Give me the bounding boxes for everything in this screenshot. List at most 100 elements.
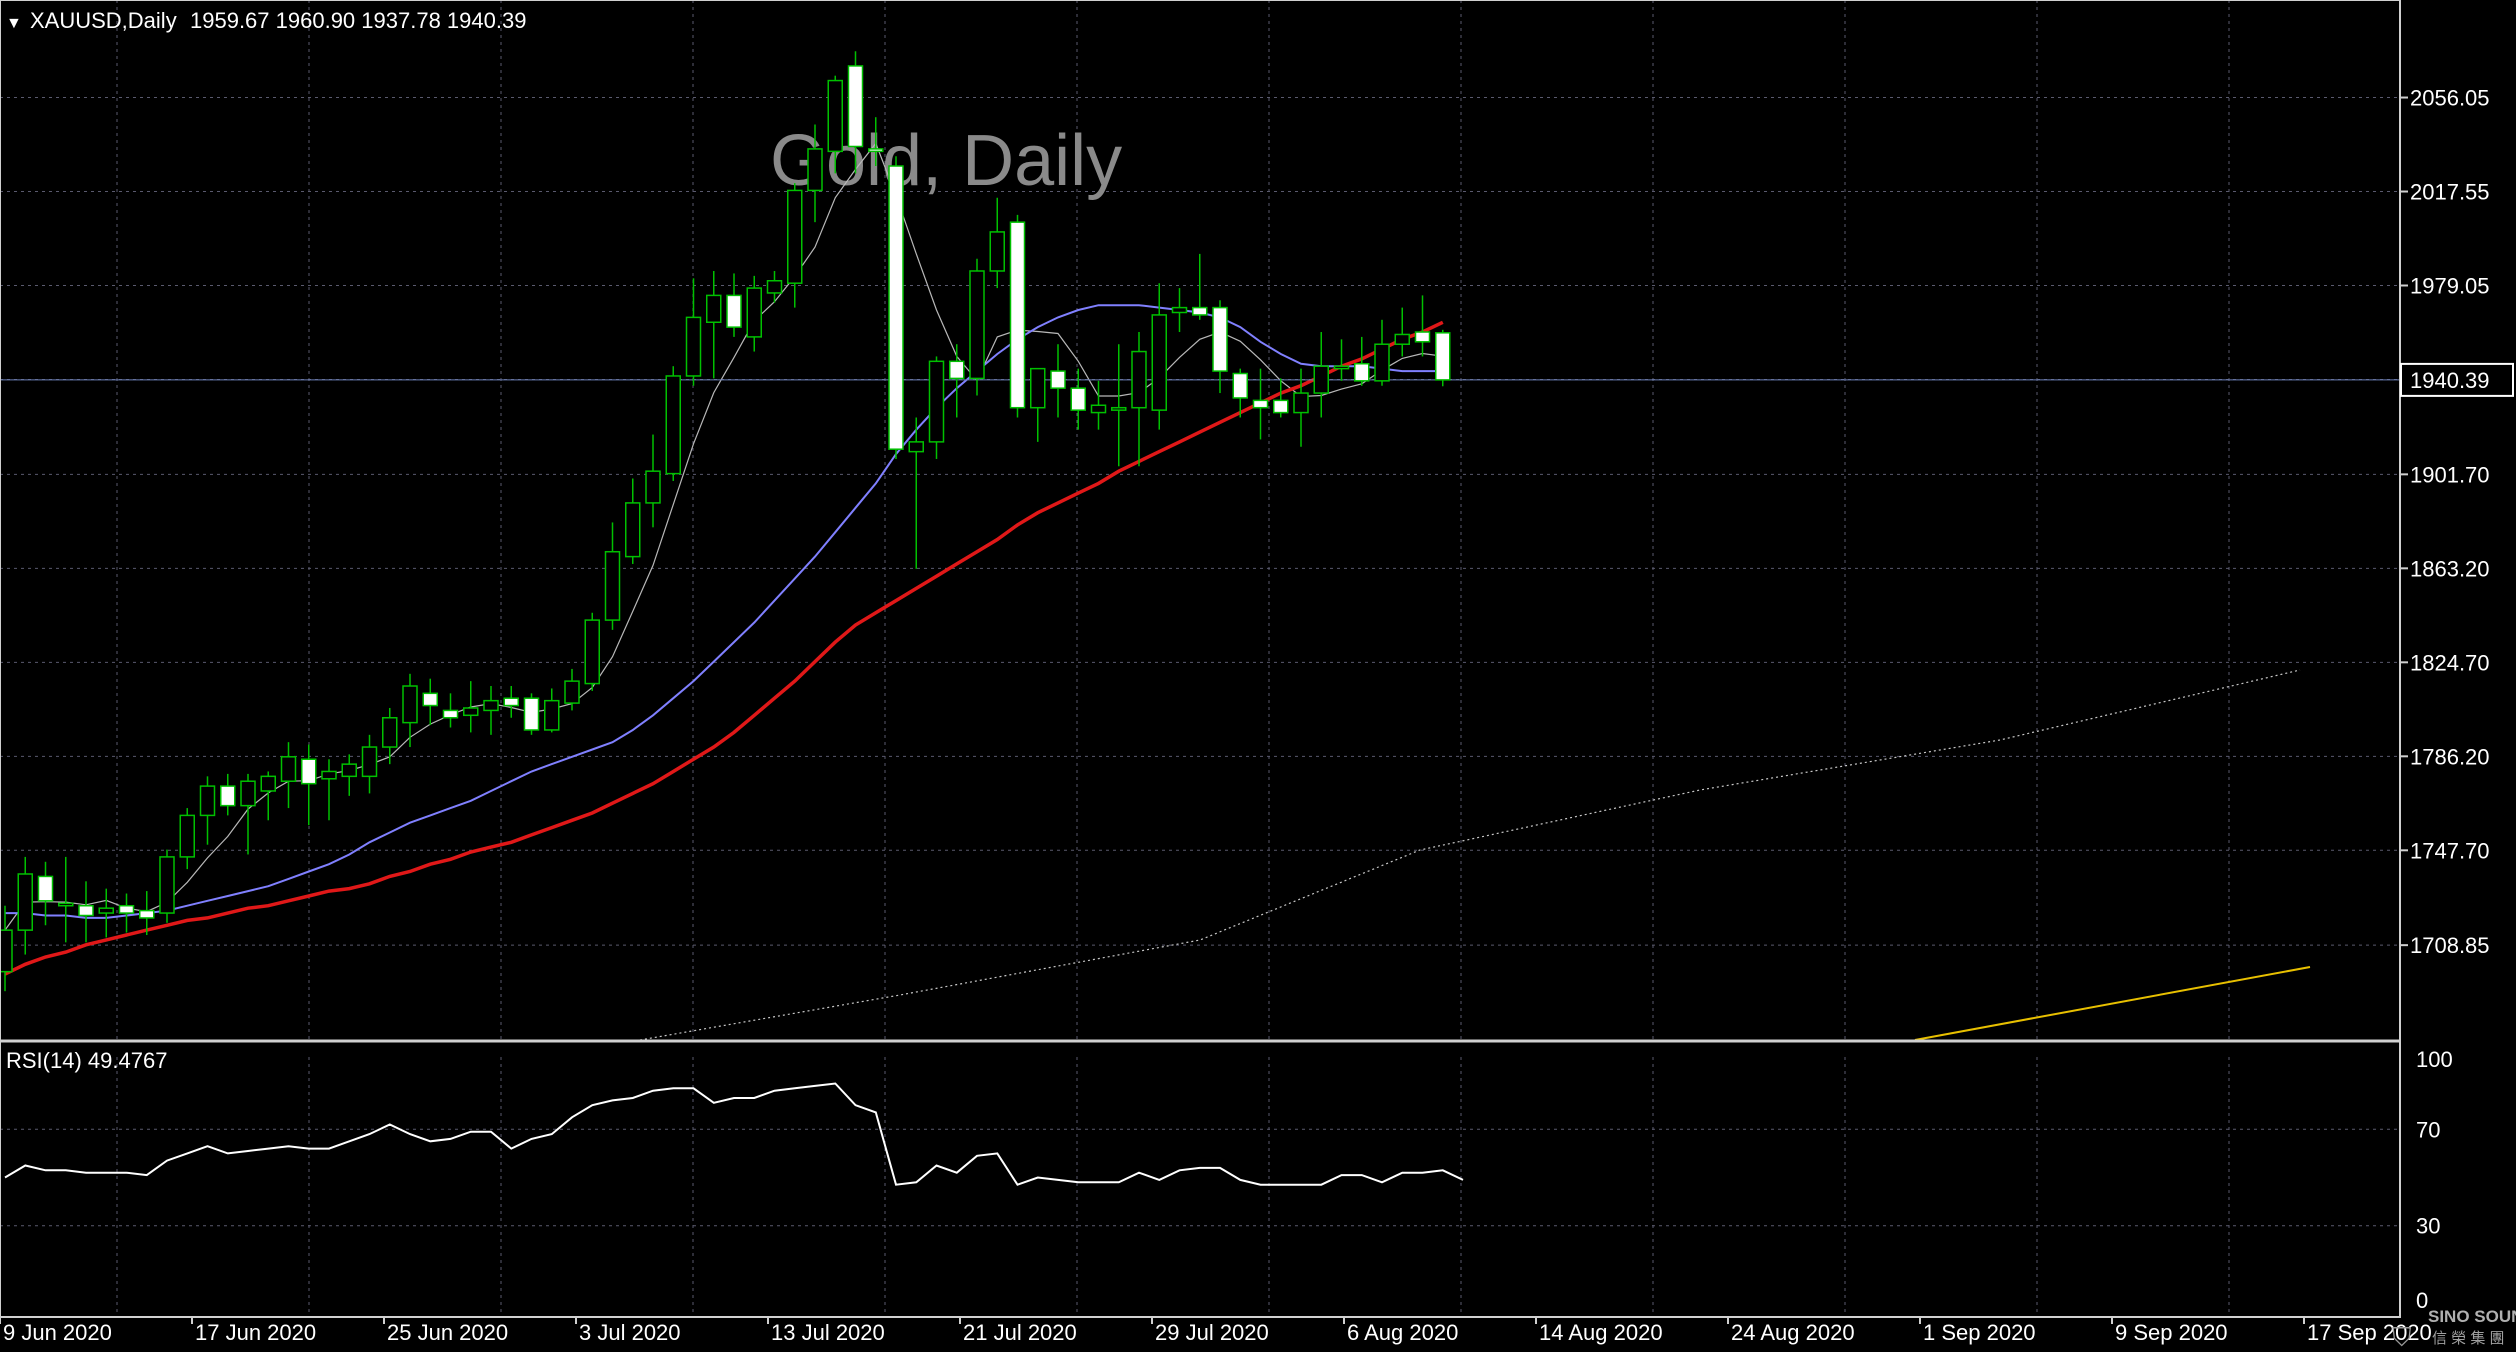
candle	[98, 888, 114, 938]
candle	[645, 434, 661, 528]
price-tick-label: 1979.05	[2410, 274, 2490, 299]
symbol-label: XAUUSD,Daily	[30, 8, 177, 33]
candle	[584, 612, 600, 691]
date-tick-label: 21 Jul 2020	[963, 1320, 1077, 1345]
candle	[503, 686, 519, 718]
candle	[341, 754, 357, 796]
candle-body-bear	[1070, 387, 1086, 411]
candle	[139, 891, 155, 936]
candle-body-bull	[1313, 365, 1329, 394]
candle	[604, 522, 621, 630]
candle-body-bull	[645, 470, 661, 504]
candle	[463, 681, 479, 733]
candle	[1111, 344, 1127, 467]
candle-body-bull	[159, 856, 175, 914]
price-tick-label: 1824.70	[2410, 650, 2490, 675]
date-tick-label: 1 Sep 2020	[1923, 1320, 2036, 1345]
candle-body-bull	[685, 316, 702, 377]
date-tick-label: 9 Sep 2020	[2115, 1320, 2228, 1345]
rsi-tick-label: 100	[2416, 1047, 2453, 1072]
candle	[523, 693, 540, 735]
candle-body-bear	[422, 692, 438, 707]
ma-very-long-line	[1914, 966, 2311, 1041]
candle-body-bear	[301, 758, 317, 785]
watermark-title: Gold, Daily	[770, 121, 1122, 201]
candle-body-bear	[1232, 372, 1248, 399]
candle	[1374, 319, 1390, 386]
candle-body-bull	[928, 360, 945, 443]
candle-body-bear	[503, 697, 519, 707]
candle-body-bull	[361, 746, 378, 778]
candle-body-bull	[1090, 404, 1107, 414]
candle	[17, 856, 33, 955]
candle	[1414, 295, 1431, 357]
rsi-line	[4, 1082, 1464, 1186]
candle	[1151, 283, 1167, 430]
ohlc-values: 1959.67 1960.90 1937.78 1940.39	[190, 8, 526, 33]
candle-body-bear	[847, 65, 864, 148]
date-tick-label: 24 Aug 2020	[1731, 1320, 1855, 1345]
candle	[1333, 339, 1350, 381]
candle-body-bull	[58, 902, 74, 907]
candle	[220, 773, 236, 816]
candle-body-bear	[442, 709, 459, 719]
candle	[37, 861, 54, 926]
candle	[766, 270, 783, 303]
price-tick-label: 1786.20	[2410, 744, 2490, 769]
ma-slow-line	[4, 320, 1444, 976]
candle	[1232, 368, 1248, 418]
candle	[989, 197, 1005, 289]
candle-body-bear	[1192, 306, 1208, 316]
candle-body-bull	[483, 699, 499, 712]
logo-sub: 信 榮 集 團	[2432, 1330, 2505, 1347]
rsi-tick-label: 30	[2416, 1214, 2440, 1239]
date-tick-label: 6 Aug 2020	[1347, 1320, 1458, 1345]
chart-frame	[0, 0, 2401, 1318]
header-arrow-icon[interactable]: ▼	[6, 15, 22, 32]
candle	[1354, 336, 1370, 386]
candle-body-bear	[1435, 332, 1451, 381]
rsi-tick-label: 0	[2416, 1288, 2428, 1313]
date-tick-label: 17 Sep 2020	[2307, 1320, 2432, 1345]
candle-body-bull	[240, 780, 256, 807]
candle-body-bull	[625, 502, 641, 558]
candle	[301, 744, 317, 826]
candle	[706, 270, 722, 379]
candle	[625, 478, 641, 564]
candle	[1273, 378, 1289, 418]
candle	[0, 905, 13, 992]
date-tick-label: 9 Jun 2020	[3, 1320, 112, 1345]
current-price-marker: 1940.39	[2400, 362, 2514, 397]
candle-body-bull	[199, 785, 216, 817]
date-tick-label: 13 Jul 2020	[771, 1320, 885, 1345]
candle	[179, 808, 195, 870]
candle-body-bear	[78, 904, 94, 917]
date-tick-label: 17 Jun 2020	[195, 1320, 316, 1345]
candle-body-bear	[1050, 370, 1066, 389]
candle	[280, 742, 297, 809]
candle	[361, 734, 378, 794]
candle	[685, 278, 702, 386]
candle-body-bull	[1111, 406, 1127, 411]
candle-body-bull	[1151, 314, 1167, 411]
candle-body-bear	[868, 148, 884, 153]
candle-body-bull	[341, 763, 357, 778]
candle-body-bull	[989, 231, 1005, 272]
ma-long-line	[639, 669, 2301, 1041]
candle-body-bull	[787, 189, 803, 284]
candle	[847, 51, 864, 174]
candle	[78, 881, 94, 943]
candle	[118, 893, 135, 933]
candle	[827, 75, 843, 174]
candle-body-bull	[179, 814, 195, 858]
candle-body-bull	[98, 907, 114, 914]
candle	[1070, 368, 1086, 430]
price-tick-label: 1863.20	[2410, 556, 2490, 581]
candle	[1212, 300, 1228, 394]
candle-body-bull	[1374, 343, 1390, 382]
candle	[1009, 214, 1026, 418]
date-tick-label: 25 Jun 2020	[387, 1320, 508, 1345]
candle-body-bull	[564, 680, 580, 704]
candle-body-bull	[1131, 350, 1147, 409]
